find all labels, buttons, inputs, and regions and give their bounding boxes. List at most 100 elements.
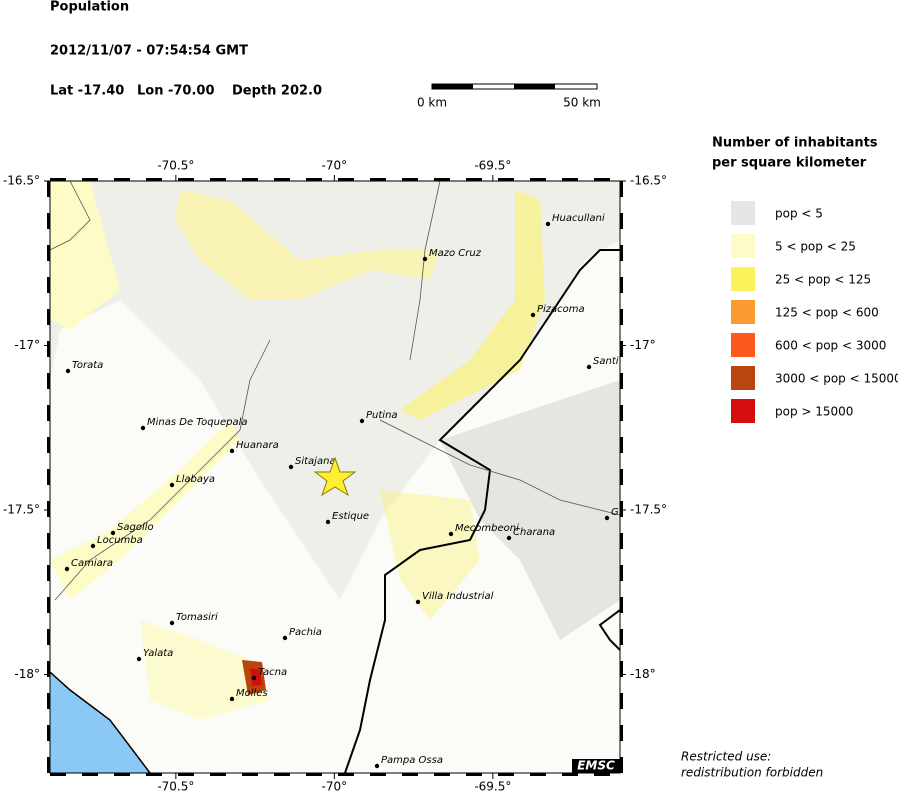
legend-label: 600 < pop < 3000 (775, 339, 886, 353)
frame-dash (47, 501, 50, 517)
lon-tick-label: -70.5° (157, 159, 194, 173)
city-dot (374, 763, 380, 769)
frame-dash (47, 757, 50, 773)
frame-dash (370, 773, 386, 776)
frame-dash (620, 693, 623, 709)
city-label: Locumba (97, 535, 143, 546)
legend-label: pop < 5 (775, 207, 823, 221)
city-label: Charana (513, 527, 555, 538)
city-label: Estique (332, 511, 369, 522)
city-dot (64, 566, 70, 572)
city-dot (110, 530, 116, 536)
legend-label: 25 < pop < 125 (775, 273, 871, 287)
frame-dash (47, 373, 50, 389)
city-label: Putina (366, 410, 398, 421)
lon-tick-label: -70° (322, 159, 348, 173)
city-dot (169, 482, 175, 488)
frame-dash (620, 181, 623, 197)
city-label: Pizacoma (537, 304, 585, 315)
frame-dash (562, 178, 578, 181)
city-label: Sagollo (117, 522, 154, 533)
frame-dash (47, 661, 50, 677)
frame-dash (242, 773, 258, 776)
lat-tick-label: -17° (14, 338, 40, 352)
frame-dash (620, 469, 623, 485)
city-dot (448, 531, 454, 537)
legend-label: 5 < pop < 25 (775, 240, 856, 254)
frame-dash (50, 773, 66, 776)
frame-dash (47, 469, 50, 485)
frame-dash (242, 178, 258, 181)
frame-dash (47, 597, 50, 613)
lon: Lon -70.00 (137, 84, 215, 99)
city-layer: Huacullani Mazo Cruz Pizacoma Santi Torata Mi… (64, 213, 619, 769)
city-label: Pachia (289, 627, 322, 638)
legend-title: per square kilometer (712, 156, 867, 171)
frame-dash (620, 213, 623, 229)
frame-dash (620, 437, 623, 453)
legend-swatch (731, 333, 755, 357)
lon-tick-label: -69.5° (474, 780, 511, 794)
frame-dash (47, 181, 50, 197)
frame-dash (47, 693, 50, 709)
frame-dash (47, 629, 50, 645)
legend-label: pop > 15000 (775, 405, 853, 419)
scale-bar (431, 83, 598, 90)
frame-dash (434, 773, 450, 776)
lat: Lat -17.40 (50, 84, 124, 99)
frame-dash (620, 341, 623, 357)
lon-tick-label: -70° (322, 780, 348, 794)
city-label: Tomasiri (176, 612, 218, 623)
city-label: Tacna (258, 667, 287, 678)
lon-tick-label: -69.5° (474, 159, 511, 173)
city-dot (422, 256, 428, 262)
city-dot (325, 519, 331, 525)
frame-dash (114, 773, 130, 776)
frame-dash (620, 533, 623, 549)
city-dot (282, 635, 288, 641)
frame-dash (402, 773, 418, 776)
city-dot (530, 312, 536, 318)
frame-dash (47, 245, 50, 261)
city-dot (229, 448, 235, 454)
frame-dash (620, 277, 623, 293)
cities: Huacullani Mazo Cruz Pizacoma Santi Torata Mi… (64, 213, 619, 769)
frame-dash (594, 178, 610, 181)
city-label: Mecombeoni (455, 523, 519, 534)
city-label: Pampa Ossa (381, 755, 443, 766)
city-dot (169, 620, 175, 626)
frame-dash (620, 309, 623, 325)
city-label: Torata (72, 360, 103, 371)
city-label: Minas De Toquepala (147, 417, 248, 428)
frame-dash (274, 773, 290, 776)
frame-dash (50, 178, 66, 181)
datetime: 2012/11/07 - 07:54:54 GMT (50, 44, 248, 59)
frame-dash (306, 773, 322, 776)
city-label: Camiara (71, 558, 113, 569)
frame-dash (338, 178, 354, 181)
frame-dash (82, 178, 98, 181)
epicenter (313, 456, 357, 497)
frame-dash (210, 178, 226, 181)
city-label: Molles (236, 688, 268, 699)
city-dot (140, 425, 146, 431)
legend-swatch (731, 201, 755, 225)
city-dot (415, 599, 421, 605)
city-label: Huacullani (552, 213, 605, 224)
frame-dash (146, 178, 162, 181)
frame-dash (47, 437, 50, 453)
lat-tick-label: -17.5° (630, 503, 667, 517)
frame-dash (620, 501, 623, 517)
legend-label: 125 < pop < 600 (775, 306, 879, 320)
frame-dash (402, 178, 418, 181)
city-dot (586, 364, 592, 370)
frame-dash (47, 309, 50, 325)
city-dot (288, 464, 294, 470)
frame-dash (530, 773, 546, 776)
legend-swatch (731, 366, 755, 390)
city-label: Santi (593, 356, 619, 367)
frame-dash (210, 773, 226, 776)
frame-dash (562, 773, 578, 776)
frame-dash (620, 245, 623, 261)
